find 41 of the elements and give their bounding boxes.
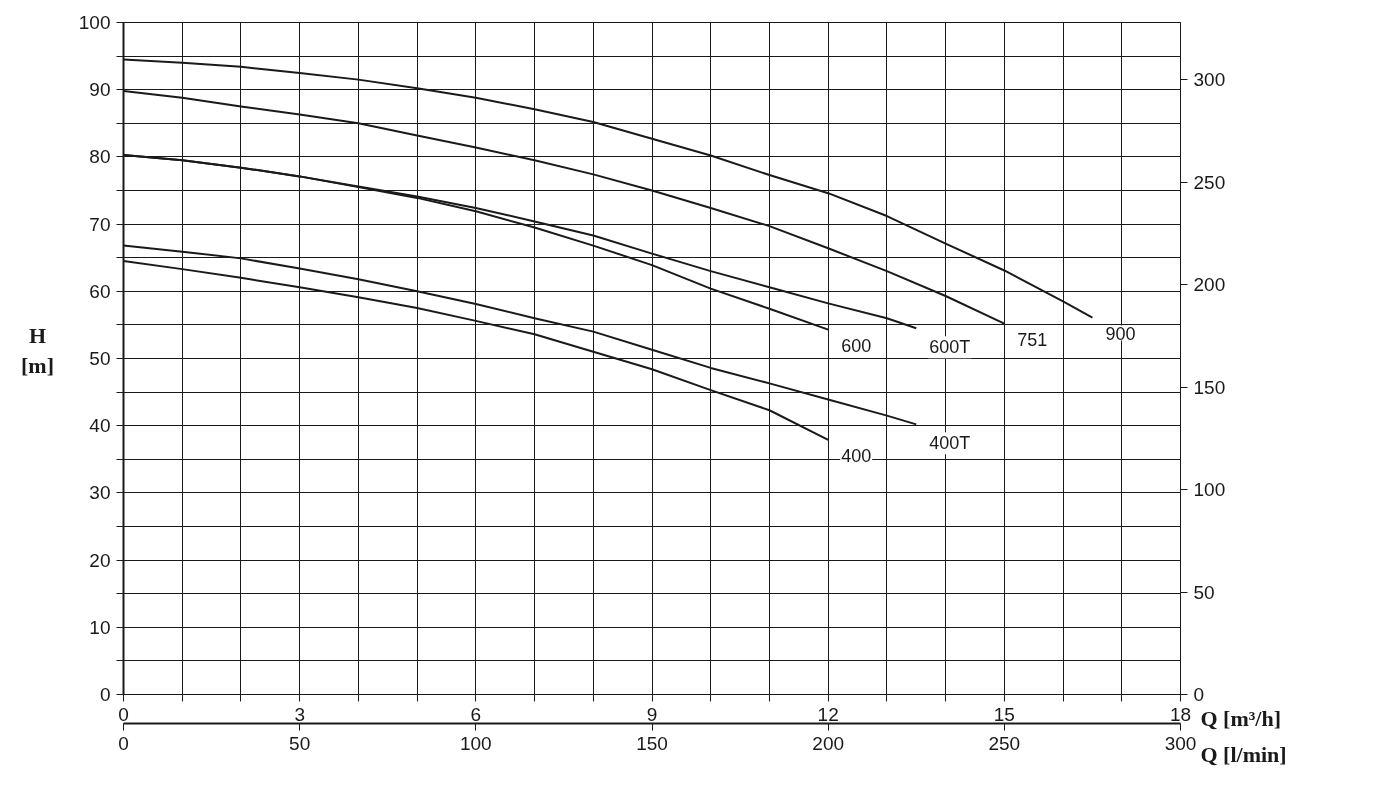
y2-tick-label: 250 — [1193, 171, 1226, 193]
x2-tick-label: 200 — [812, 732, 845, 754]
y-tick-label: 30 — [89, 482, 111, 504]
y-tick-label: 100 — [78, 12, 111, 33]
x2-tick-label: 50 — [289, 732, 311, 754]
y-tick-label: 20 — [89, 549, 111, 571]
x-tick-label: 6 — [470, 703, 482, 725]
x-tick-label: 15 — [993, 703, 1015, 725]
x2-tick-label: 250 — [988, 732, 1021, 754]
series-label: 900 — [1105, 323, 1136, 344]
y-tick-label: 80 — [89, 146, 111, 168]
x-tick-label: 3 — [294, 703, 305, 725]
x2-tick-label: 300 — [1164, 732, 1197, 754]
x-axis-title: Q [m³/h] — [1200, 706, 1282, 731]
y2-tick-label: 50 — [1193, 581, 1215, 603]
y2-tick-label: 200 — [1193, 274, 1226, 296]
y2-tick-label: 150 — [1193, 376, 1226, 398]
y-tick-label: 50 — [89, 348, 111, 369]
y-tick-label: 90 — [89, 79, 111, 101]
x-tick-label: 9 — [646, 703, 658, 725]
x-tick-label: 0 — [118, 703, 129, 725]
x-tick-label: 12 — [817, 703, 839, 725]
y-axis-title: H [m] — [21, 323, 54, 378]
x2-tick-label: 0 — [118, 732, 129, 754]
y2-tick-label: 100 — [1193, 479, 1226, 501]
x2-tick-label: 100 — [459, 732, 492, 754]
series-label: 751 — [1017, 329, 1048, 350]
y2-tick-label: 300 — [1193, 69, 1226, 91]
y-tick-label: 0 — [99, 684, 111, 705]
y-tick-label: 10 — [89, 616, 111, 638]
x2-tick-label: 150 — [636, 732, 668, 754]
series-label: 600 — [841, 335, 872, 356]
series-label: 400T — [929, 433, 971, 454]
y-tick-label: 40 — [89, 415, 111, 437]
y-tick-label: 70 — [89, 213, 111, 235]
y2-tick-label: 0 — [1193, 684, 1205, 705]
y-tick-label: 60 — [89, 280, 111, 302]
x2-axis-title: Q [l/min] — [1200, 742, 1287, 767]
x-tick-label: 18 — [1169, 703, 1192, 725]
series-label: 400 — [841, 445, 872, 466]
series-label: 600T — [929, 337, 971, 358]
